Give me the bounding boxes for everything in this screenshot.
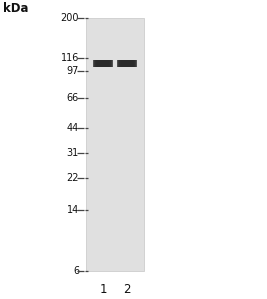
Text: 66: 66 [67,93,79,103]
Text: 14: 14 [67,205,79,215]
Text: 2: 2 [123,283,131,296]
Bar [86,18,144,271]
Bar [120,60,134,67]
Text: 200: 200 [61,13,79,23]
Bar [97,60,109,67]
Text: 97: 97 [67,65,79,76]
Bar [96,60,110,67]
Bar [119,60,135,67]
Bar [95,60,111,67]
Text: 116: 116 [61,53,79,62]
Text: 44: 44 [67,123,79,133]
Text: kDa: kDa [3,2,29,16]
Text: 31: 31 [67,148,79,158]
Bar [118,60,136,67]
Bar [117,60,137,67]
Bar [94,60,112,67]
Text: 1: 1 [99,283,107,296]
Text: 6: 6 [73,266,79,277]
Bar [93,60,113,67]
Text: 22: 22 [66,173,79,183]
Bar [121,60,133,67]
